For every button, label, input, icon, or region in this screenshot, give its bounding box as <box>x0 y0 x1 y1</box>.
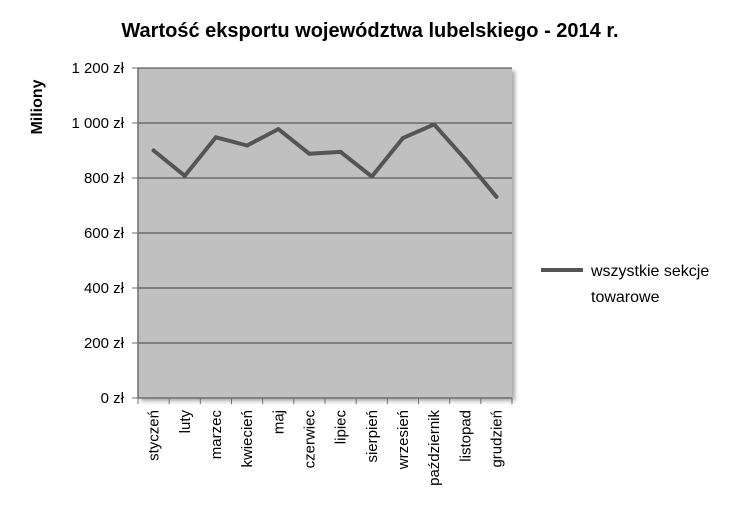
x-tick-label: maj <box>270 410 287 434</box>
data-point <box>245 143 250 148</box>
y-tick-labels: 0 zł 200 zł 400 zł 600 zł 800 zł 1 000 zł 1 20… <box>71 60 124 407</box>
data-point <box>369 174 374 179</box>
y-axis-label: Miliony <box>29 79 46 134</box>
x-tick-label: styczeń <box>146 410 163 461</box>
x-tick-label: luty <box>177 410 194 434</box>
x-tick-labels: styczeń luty marzec kwiecień maj czerwiec lipi… <box>146 410 506 486</box>
data-point <box>338 149 343 154</box>
x-tick-label: sierpień <box>364 410 381 463</box>
data-point <box>276 127 281 132</box>
data-point <box>307 151 312 156</box>
y-tick-label: 400 zł <box>84 280 125 297</box>
y-tick-label: 600 zł <box>84 225 125 242</box>
x-tick-label: październik <box>426 410 443 486</box>
y-tick-label: 1 200 zł <box>71 60 124 77</box>
y-tick-label: 200 zł <box>84 335 125 352</box>
data-point <box>432 122 437 127</box>
legend-entry-line-1: wszystkie sekcje <box>590 263 709 280</box>
x-tick-label: listopad <box>457 410 474 462</box>
series <box>151 122 499 199</box>
x-tick-label: wrzesień <box>395 410 412 470</box>
y-tick-label: 1 000 zł <box>71 115 124 132</box>
data-point <box>182 173 187 178</box>
data-point <box>151 148 156 153</box>
x-tick-label: marzec <box>208 410 225 460</box>
y-tick-label: 0 zł <box>101 390 125 407</box>
axes <box>132 67 513 404</box>
chart-title: Wartość eksportu województwa lubelskiego… <box>121 20 618 42</box>
data-point <box>213 135 218 140</box>
data-point <box>494 194 499 199</box>
data-point <box>463 157 468 162</box>
series-line <box>151 122 499 199</box>
x-tick-label: czerwiec <box>301 410 318 469</box>
legend: wszystkie sekcje towarowe <box>541 263 709 306</box>
legend-entry-line-2: towarowe <box>591 289 660 306</box>
x-tick-label: kwiecień <box>239 410 256 468</box>
y-tick-label: 800 zł <box>84 170 125 187</box>
x-tick-label: grudzień <box>488 410 505 468</box>
data-point <box>400 136 405 141</box>
gridlines <box>138 67 512 344</box>
x-tick-label: lipiec <box>333 410 350 445</box>
